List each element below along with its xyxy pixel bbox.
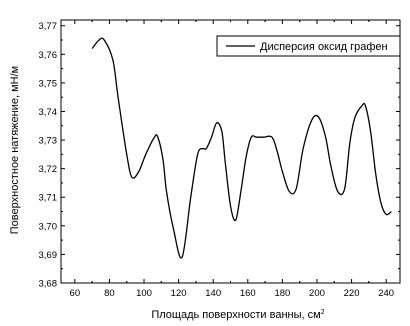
x-tick-label: 120 <box>171 288 187 299</box>
x-tick-label: 240 <box>378 288 394 299</box>
y-tick-label: 3,75 <box>39 78 58 89</box>
x-tick-label: 160 <box>240 288 256 299</box>
x-tick-label: 200 <box>309 288 325 299</box>
y-tick-label: 3,74 <box>39 107 58 118</box>
x-tick-label: 100 <box>136 288 152 299</box>
y-tick-label: 3,76 <box>39 50 58 61</box>
x-tick-label: 60 <box>70 288 81 299</box>
y-tick-label: 3,77 <box>39 21 58 32</box>
series-line <box>91 37 392 259</box>
y-tick-label: 3,70 <box>39 221 58 232</box>
x-tick-label: 140 <box>205 288 221 299</box>
y-tick-label: 3,73 <box>39 136 58 147</box>
y-tick-label: 3,69 <box>39 250 58 261</box>
y-tick-label: 3,72 <box>39 164 58 175</box>
x-tick-label: 180 <box>274 288 290 299</box>
legend-label: Дисперсия оксид графен <box>260 41 388 53</box>
x-tick-label: 220 <box>344 288 360 299</box>
series-layer <box>91 37 392 259</box>
y-axis-ticks: 3,68 3,69 3,70 3,71 3,72 3,73 3,74 3,75 3,76 3,77 <box>39 21 400 290</box>
x-tick-label: 80 <box>104 288 115 299</box>
y-tick-label: 3,71 <box>39 193 58 204</box>
legend: Дисперсия оксид графен <box>216 20 401 283</box>
x-axis-label: Площадь поверхности ванны, см2 <box>151 309 324 321</box>
y-tick-label: 3,68 <box>39 279 58 290</box>
y-axis-label: Поверхностное натяжение, мН/м <box>9 66 21 234</box>
x-axis-ticks: 60 80 100 120 140 160 180 200 220 240 <box>70 20 394 299</box>
